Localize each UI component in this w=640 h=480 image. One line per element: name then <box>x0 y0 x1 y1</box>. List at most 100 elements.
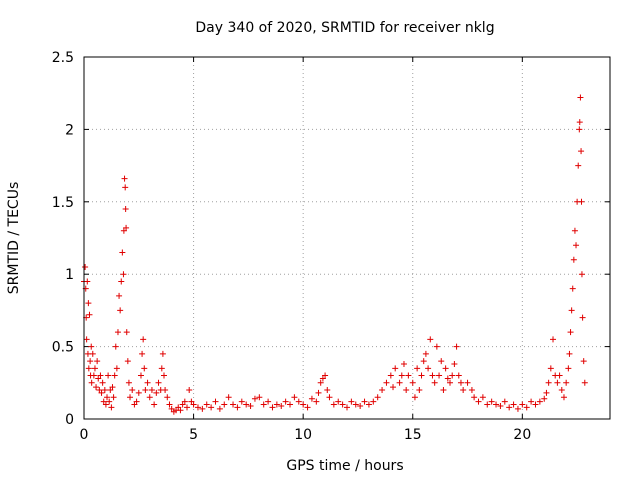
data-point <box>159 350 166 357</box>
data-point <box>208 404 215 411</box>
data-point <box>567 329 574 336</box>
data-point <box>400 360 407 367</box>
data-point <box>565 365 572 372</box>
data-point <box>186 387 193 394</box>
data-point <box>118 278 125 285</box>
data-point <box>269 404 276 411</box>
data-point <box>576 119 583 126</box>
data-point <box>554 379 561 386</box>
data-point <box>431 379 438 386</box>
data-point <box>468 387 475 394</box>
axis-ticks: 0 5 10 15 20 0 0.5 1 1.5 2 2.5 <box>52 50 610 443</box>
data-point <box>85 365 92 372</box>
data-point <box>578 271 585 278</box>
data-point <box>578 148 585 155</box>
data-point <box>519 401 526 408</box>
data-point <box>493 401 500 408</box>
data-point <box>99 379 106 386</box>
data-point <box>453 343 460 350</box>
data-point <box>230 401 237 408</box>
data-point <box>135 389 142 396</box>
data-point <box>433 343 440 350</box>
data-point <box>160 372 167 379</box>
data-point <box>105 372 112 379</box>
data-point <box>194 404 201 411</box>
data-point <box>221 401 228 408</box>
data-point <box>484 401 491 408</box>
data-point <box>523 404 530 411</box>
grid <box>84 57 610 419</box>
data-point <box>420 358 427 365</box>
data-point <box>558 387 565 394</box>
y-axis-label: SRMTID / TECUs <box>6 182 22 295</box>
data-point <box>282 398 289 405</box>
y-tick-label: 1 <box>65 267 74 283</box>
data-point <box>86 311 93 318</box>
data-point <box>471 394 478 401</box>
data-point <box>110 394 117 401</box>
data-point <box>108 404 115 411</box>
data-point <box>510 401 517 408</box>
data-point <box>278 402 285 409</box>
data-point <box>317 379 324 386</box>
data-point <box>475 398 482 405</box>
data-point <box>352 401 359 408</box>
data-point <box>506 404 513 411</box>
data-point <box>265 398 272 405</box>
data-point <box>199 405 206 412</box>
data-point <box>570 256 577 263</box>
data-point <box>528 398 535 405</box>
data-point <box>119 249 126 256</box>
data-point <box>409 379 416 386</box>
data-point <box>541 395 548 402</box>
data-point <box>547 365 554 372</box>
data-point <box>457 379 464 386</box>
data-point <box>532 401 539 408</box>
data-point <box>396 379 403 386</box>
data-point <box>112 343 119 350</box>
data-point <box>429 372 436 379</box>
data-point <box>348 398 355 405</box>
data-point <box>322 372 329 379</box>
data-point <box>122 184 129 191</box>
data-point <box>117 307 124 314</box>
data-point <box>141 365 148 372</box>
data-point <box>87 358 94 365</box>
data-point <box>304 404 311 411</box>
data-point <box>158 365 165 372</box>
data-point <box>121 175 128 182</box>
data-point <box>563 379 570 386</box>
data-point <box>460 387 467 394</box>
data-point <box>116 292 123 299</box>
data-point <box>425 365 432 372</box>
data-point <box>113 365 120 372</box>
data-point <box>82 263 89 270</box>
data-point <box>111 372 118 379</box>
data-point <box>324 387 331 394</box>
data-point <box>365 401 372 408</box>
data-point <box>374 394 381 401</box>
data-point <box>326 394 333 401</box>
x-tick-label: 5 <box>189 427 198 443</box>
data-point <box>488 398 495 405</box>
data-point <box>88 343 95 350</box>
data-point <box>440 387 447 394</box>
data-point <box>576 126 583 133</box>
data-point <box>164 394 171 401</box>
data-point <box>580 358 587 365</box>
data-point <box>146 394 153 401</box>
x-tick-label: 20 <box>513 427 531 443</box>
data-point <box>398 372 405 379</box>
data-point <box>444 375 451 382</box>
data-point <box>442 365 449 372</box>
data-point <box>422 350 429 357</box>
data-point <box>120 271 127 278</box>
data-point <box>247 402 254 409</box>
data-point <box>361 398 368 405</box>
data-point <box>101 387 108 394</box>
x-tick-label: 15 <box>404 427 422 443</box>
data-point <box>411 394 418 401</box>
data-point <box>88 379 95 386</box>
data-point <box>370 398 377 405</box>
